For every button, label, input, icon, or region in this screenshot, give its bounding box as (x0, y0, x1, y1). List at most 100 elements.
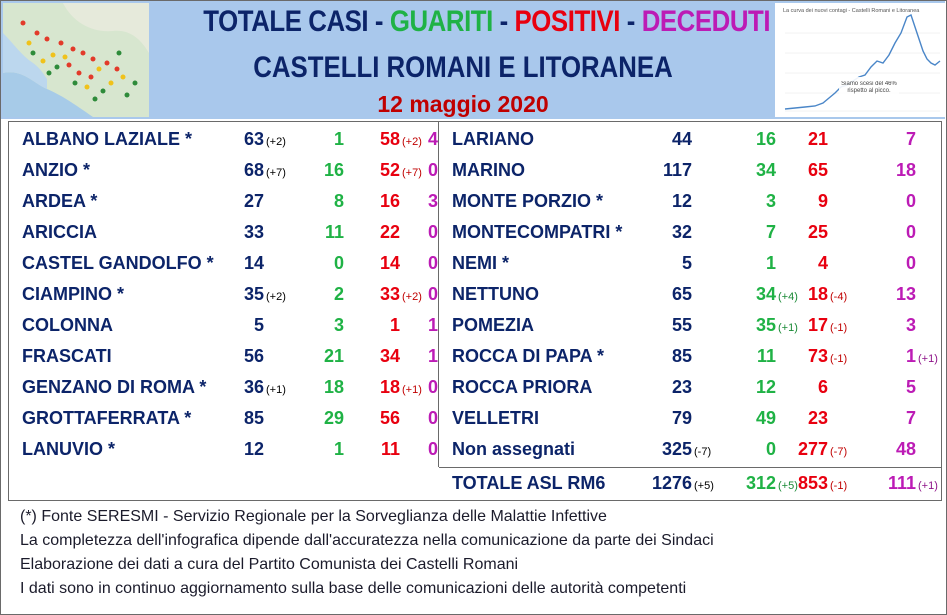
recovered-count-value: 3 (765, 191, 776, 211)
positive-count-delta: (+2) (402, 136, 422, 148)
positive-count-value: 65 (807, 160, 828, 180)
total-cases-value: 12 (671, 191, 692, 211)
recovered-count-delta: (+5) (778, 480, 798, 492)
deceased-count-value: 0 (427, 284, 438, 304)
total-cases-value: 325 (661, 439, 692, 459)
municipality-name: LARIANO (452, 125, 534, 153)
total-cases: 14 (244, 249, 266, 280)
total-cases: 85 (244, 404, 266, 435)
positive-count-value: 9 (817, 191, 828, 211)
recovered-count: 1 (334, 125, 346, 156)
positive-count-delta: (-1) (830, 480, 848, 492)
municipality-name-value: ROCCA DI PAPA * (452, 346, 605, 366)
total-cases-delta: (+7) (266, 167, 286, 179)
total-cases: 44 (672, 125, 694, 156)
total-cases: 117 (663, 156, 694, 187)
deceased-count-delta: (+1) (918, 480, 938, 492)
deceased-count: 4 (428, 125, 440, 156)
deceased-count-value: 0 (427, 222, 438, 242)
deceased-count: 13 (896, 280, 918, 311)
column-divider (438, 121, 439, 467)
deceased-count-value: 5 (905, 377, 916, 397)
deceased-count-value: 0 (427, 377, 438, 397)
deceased-count: 7 (906, 125, 918, 156)
municipality-name: NEMI * (452, 249, 509, 277)
recovered-count: 11 (325, 218, 346, 249)
municipality-name: ALBANO LAZIALE * (22, 125, 192, 153)
total-cases: 68 (+7) (244, 156, 286, 187)
municipality-name-value: POMEZIA (452, 315, 535, 335)
total-cases: 5 (682, 249, 694, 280)
recovered-count-value: 1 (765, 253, 776, 273)
municipality-name: CASTEL GANDOLFO * (22, 249, 214, 277)
positive-count-value: 1 (389, 315, 400, 335)
total-cases-value: 63 (243, 129, 264, 149)
total-cases-delta: (+1) (266, 384, 286, 396)
title-positive: POSITIVI (514, 5, 621, 38)
municipality-name: POMEZIA (452, 311, 534, 339)
positive-count-value: 21 (807, 129, 828, 149)
positive-count: 52 (+7) (380, 156, 422, 187)
positive-count: 16 (380, 187, 402, 218)
recovered-count: 34 (+4) (756, 280, 798, 311)
title-separator: - (368, 5, 390, 38)
municipality-name: MONTECOMPATRI * (452, 218, 622, 246)
positive-count-delta: (+1) (402, 384, 422, 396)
deceased-count-value: 0 (427, 439, 438, 459)
total-cases: 65 (672, 280, 694, 311)
title-total-cases: TOTALE CASI (203, 5, 369, 38)
total-cases-value: 36 (243, 377, 264, 397)
recovered-count: 12 (756, 373, 778, 404)
recovered-count: 18 (324, 373, 346, 404)
recovered-count: 21 (324, 342, 346, 373)
total-cases-value: 85 (243, 408, 264, 428)
municipality-name: ARDEA * (22, 187, 97, 215)
recovered-count-value: 16 (755, 129, 776, 149)
title-separator: - (492, 5, 515, 38)
recovered-count-value: 1 (333, 129, 344, 149)
deceased-count-value: 1 (905, 346, 916, 366)
recovered-count: 3 (766, 187, 778, 218)
table-row: COLONNA 5 3 1 1 (22, 311, 442, 339)
table-row: MONTECOMPATRI * 32 7 25 0 (452, 218, 916, 249)
total-cases-delta: (-7) (694, 446, 712, 458)
recovered-count: 29 (324, 404, 346, 435)
positive-count-value: 16 (379, 191, 400, 211)
total-cases-value: 44 (671, 129, 692, 149)
total-cases-value: 14 (243, 253, 264, 273)
municipality-name: FRASCATI (22, 342, 112, 370)
municipality-name: VELLETRI (452, 404, 539, 432)
footer-source-note: (*) Fonte SERESMI - Servizio Regionale p… (20, 508, 607, 525)
title-recovered: GUARITI (389, 5, 493, 38)
positive-count-value: 6 (817, 377, 828, 397)
positive-count-value: 277 (797, 439, 828, 459)
municipality-name-value: MONTECOMPATRI * (452, 222, 623, 242)
deceased-count-value: 0 (427, 160, 438, 180)
municipality-name: GROTTAFERRATA * (22, 404, 191, 432)
table-row: CASTEL GANDOLFO * 14 0 14 0 (22, 249, 442, 277)
positive-count-value: 18 (807, 284, 828, 304)
thumb-note: Siamo scesi del 46% rispetto al picco. (841, 81, 897, 94)
positive-count-value: 18 (379, 377, 400, 397)
deceased-count-value: 1 (427, 315, 438, 335)
positive-count: 25 (808, 218, 830, 249)
municipality-name-value: LANUVIO * (22, 439, 116, 459)
deceased-count-value: 1 (427, 346, 438, 366)
total-cases-value: 23 (671, 377, 692, 397)
table-row: ARDEA * 27 8 16 3 (22, 187, 442, 215)
municipality-name-value: CIAMPINO * (22, 284, 125, 304)
municipality-name-value: VELLETRI (452, 408, 540, 428)
title-deceased: DECEDUTI (641, 5, 771, 38)
total-cases-value: 85 (671, 346, 692, 366)
positive-count-value: 25 (807, 222, 828, 242)
table-row: LANUVIO * 12 1 11 0 (22, 435, 442, 463)
total-divider (439, 467, 941, 468)
municipality-name: ARICCIA (22, 218, 97, 246)
table-row: MARINO 117 34 65 18 (452, 156, 916, 187)
municipality-name: ANZIO * (22, 156, 90, 184)
positive-count-value: 11 (380, 439, 400, 459)
table-row: FRASCATI 56 21 34 1 (22, 342, 442, 370)
municipality-name-value: GROTTAFERRATA * (22, 408, 192, 428)
recovered-count-value: 21 (323, 346, 344, 366)
deceased-count: 0 (428, 280, 440, 311)
